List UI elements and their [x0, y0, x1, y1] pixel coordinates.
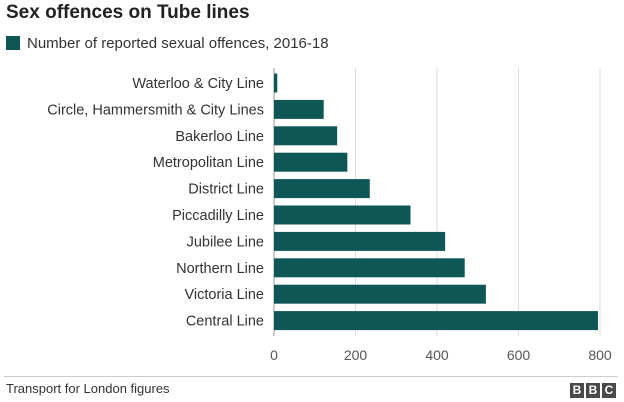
source-note: Transport for London figures: [6, 381, 170, 396]
bbc-logo: B B C: [570, 383, 616, 398]
x-tick-label: 600: [507, 347, 531, 363]
category-label: Northern Line: [176, 261, 264, 277]
footer-divider: [4, 376, 618, 377]
x-tick-label: 200: [344, 347, 368, 363]
x-tick-label: 800: [588, 347, 612, 363]
category-label: Metropolitan Line: [153, 155, 264, 171]
x-tick-label: 0: [270, 347, 278, 363]
bar: [274, 231, 446, 251]
bar: [274, 205, 411, 225]
category-label: District Line: [188, 182, 264, 198]
bbc-logo-letter: B: [570, 383, 584, 398]
category-label: Victoria Line: [184, 287, 264, 303]
chart-title: Sex offences on Tube lines: [6, 2, 250, 23]
bar: [274, 152, 348, 172]
bbc-logo-letter: C: [602, 383, 616, 398]
category-label: Jubilee Line: [187, 234, 264, 250]
bar: [274, 179, 370, 199]
category-label: Waterloo & City Line: [132, 76, 264, 92]
category-label: Central Line: [186, 314, 264, 330]
bar-chart: 0 200 400 600 800 Waterloo & City Line Circle,…: [47, 68, 612, 363]
x-tick-label: 400: [425, 347, 449, 363]
chart-legend: Number of reported sexual offences, 2016…: [6, 33, 329, 53]
bar: [274, 284, 486, 304]
legend-label: Number of reported sexual offences, 2016…: [27, 34, 329, 52]
bar: [274, 99, 324, 119]
category-label: Piccadilly Line: [172, 208, 264, 224]
bar: [274, 258, 465, 278]
bar: [274, 126, 338, 146]
category-label: Bakerloo Line: [175, 129, 264, 145]
legend-swatch: [6, 36, 20, 50]
category-label: Circle, Hammersmith & City Lines: [47, 102, 264, 118]
bbc-logo-letter: B: [586, 383, 600, 398]
bar: [274, 311, 598, 331]
bar: [274, 73, 278, 93]
